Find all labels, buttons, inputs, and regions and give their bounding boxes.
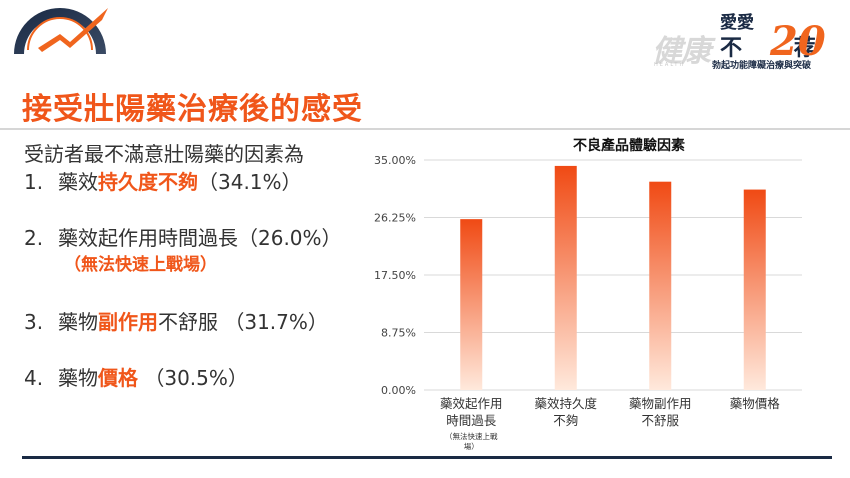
y-tick-label: 35.00%: [374, 154, 416, 167]
footer-divider: [22, 456, 832, 459]
brand-twenty: 20: [770, 18, 826, 65]
x-category-note: （無法快速上戰: [445, 431, 498, 441]
brand-logo: 健康 HEALTH 愛愛 不 荐 20 勃起功能障礙治療與突破: [652, 6, 832, 84]
bar: [743, 189, 766, 390]
y-tick-label: 17.50%: [374, 269, 416, 282]
y-tick-label: 8.75%: [381, 327, 416, 340]
x-category-label: 藥效持久度: [534, 396, 597, 411]
x-category-label: 時間過長: [446, 413, 497, 428]
speedometer-logo: [14, 8, 108, 54]
x-category-label: 藥物副作用: [629, 396, 692, 411]
list-item: 3. 藥物副作用不舒服 （31.7%）: [24, 310, 328, 334]
list-item: 2. 藥效起作用時間過長（26.0%）: [24, 226, 342, 250]
brand-health-en: HEALTH: [654, 62, 686, 68]
list-item: 4. 藥物價格 （30.5%）: [24, 366, 248, 390]
x-category-label: 不舒服: [641, 413, 679, 428]
bar: [460, 219, 483, 390]
bar-chart: 不良產品體驗因素 35.00% 26.25% 17.50% 8.75% 0.00% 藥效…: [374, 137, 802, 451]
item-note: （無法快速上戰場）: [64, 255, 217, 275]
brand-top-text: 愛愛: [720, 13, 754, 33]
x-category-label: 藥效起作用: [440, 396, 503, 411]
chart-title: 不良產品體驗因素: [573, 137, 685, 154]
y-tick-label: 26.25%: [374, 212, 416, 225]
intro-text: 受訪者最不滿意壯陽藥的因素為: [24, 142, 304, 166]
y-tick-label: 0.00%: [381, 384, 416, 397]
x-category-label: 不夠: [553, 413, 578, 428]
x-category-note: 場）: [464, 441, 479, 451]
brand-subtitle: 勃起功能障礙治療與突破: [712, 61, 812, 71]
brand-health-text: 健康: [652, 34, 711, 69]
bar: [554, 165, 577, 390]
brand-mid-text: 不 荐: [720, 36, 816, 61]
x-category-label: 藥物價格: [730, 396, 781, 411]
title-divider: [0, 128, 850, 130]
list-item: 1. 藥效持久度不夠（34.1%）: [24, 170, 302, 194]
page-title: 接受壯陽藥治療後的感受: [22, 92, 363, 127]
bar: [649, 181, 672, 390]
